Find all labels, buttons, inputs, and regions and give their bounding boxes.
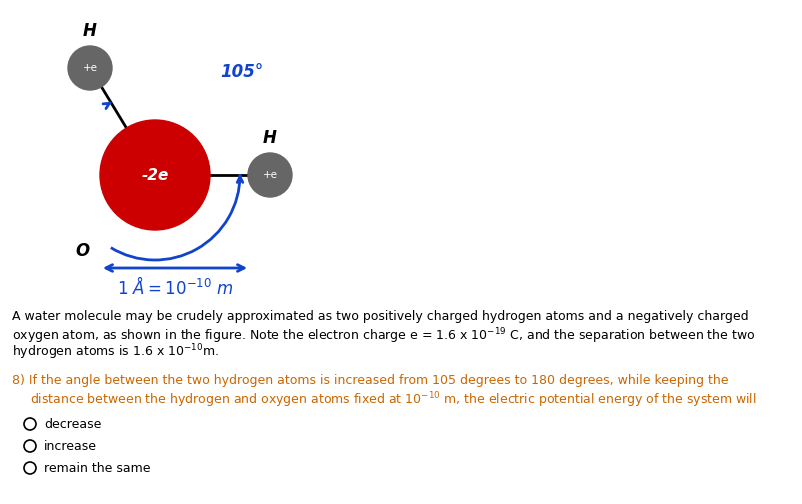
Text: hydrogen atoms is 1.6 x 10$^{-10}$m.: hydrogen atoms is 1.6 x 10$^{-10}$m. (12, 342, 219, 361)
Text: increase: increase (44, 439, 97, 453)
Text: 105°: 105° (221, 62, 264, 81)
Text: O: O (75, 242, 89, 260)
Text: -2e: -2e (141, 167, 168, 182)
Circle shape (248, 153, 292, 197)
Text: distance between the hydrogen and oxygen atoms fixed at 10$^{-10}$ m, the electr: distance between the hydrogen and oxygen… (30, 390, 757, 410)
Text: +e: +e (262, 170, 277, 180)
Text: A water molecule may be crudely approximated as two positively charged hydrogen : A water molecule may be crudely approxim… (12, 310, 748, 323)
Text: H: H (83, 22, 97, 40)
Text: +e: +e (83, 63, 98, 73)
Text: decrease: decrease (44, 417, 101, 430)
Text: remain the same: remain the same (44, 462, 151, 474)
Circle shape (100, 120, 210, 230)
Text: 8) If the angle between the two hydrogen atoms is increased from 105 degrees to : 8) If the angle between the two hydrogen… (12, 374, 728, 387)
Text: oxygen atom, as shown in the figure. Note the electron charge e = 1.6 x 10$^{-19: oxygen atom, as shown in the figure. Not… (12, 326, 755, 346)
Circle shape (68, 46, 112, 90)
Text: $\mathit{1\ \AA = 10^{-10}\ m}$: $\mathit{1\ \AA = 10^{-10}\ m}$ (117, 276, 233, 298)
Text: H: H (263, 129, 277, 147)
